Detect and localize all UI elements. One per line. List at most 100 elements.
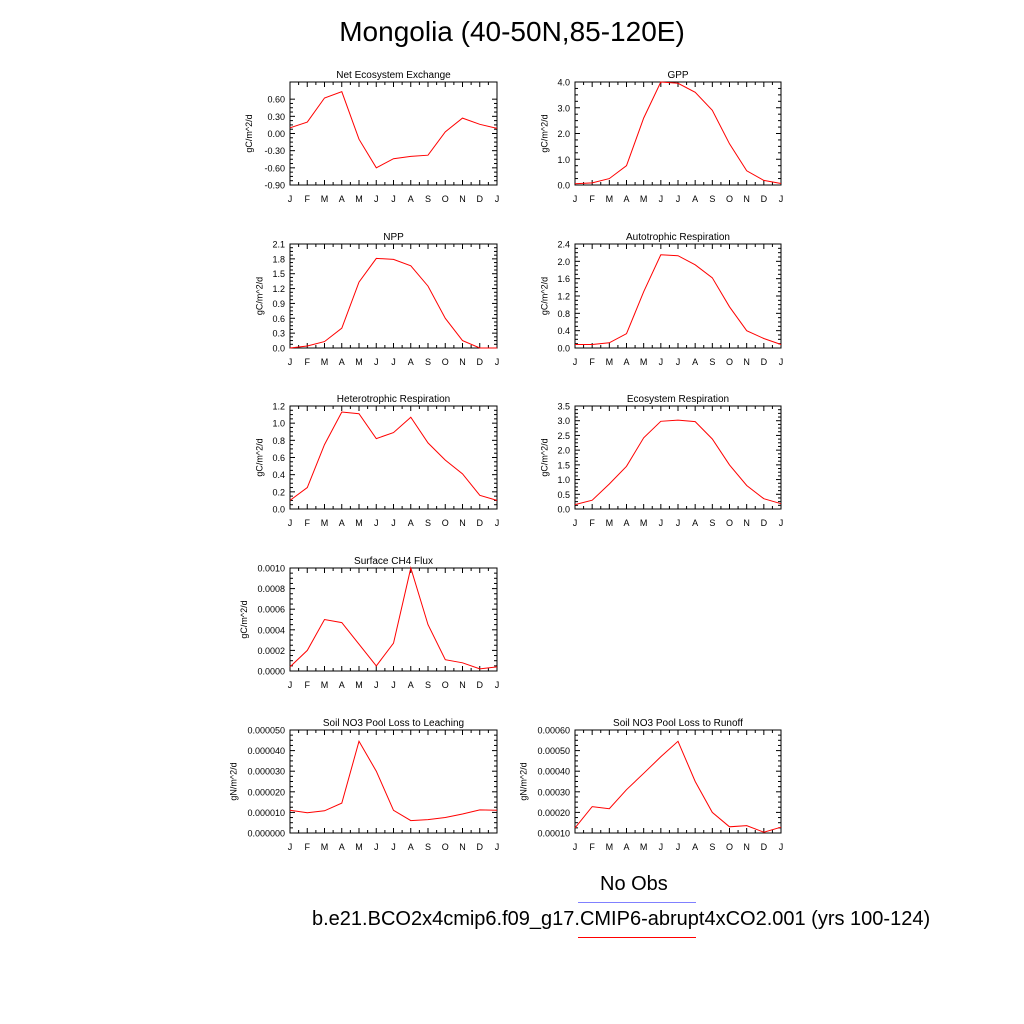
y-tick-label: 0.5 xyxy=(557,490,570,500)
x-tick-label: S xyxy=(709,518,715,528)
x-tick-label: A xyxy=(623,518,629,528)
y-tick-label: 1.8 xyxy=(272,254,285,264)
x-tick-label: J xyxy=(288,357,293,367)
x-tick-label: S xyxy=(425,680,431,690)
x-tick-label: A xyxy=(339,680,345,690)
x-tick-label: S xyxy=(425,518,431,528)
y-tick-label: 1.0 xyxy=(557,475,570,485)
y-tick-label: 0.0000 xyxy=(257,667,285,677)
x-tick-label: A xyxy=(692,842,698,852)
x-tick-label: N xyxy=(459,842,466,852)
x-tick-label: F xyxy=(589,518,595,528)
y-tick-label: 0.0 xyxy=(557,505,570,515)
y-tick-label: 1.5 xyxy=(557,460,570,470)
x-tick-label: J xyxy=(779,194,784,204)
x-tick-label: M xyxy=(321,518,329,528)
y-tick-label: 3.5 xyxy=(557,402,570,412)
x-tick-label: J xyxy=(676,194,681,204)
x-tick-label: M xyxy=(355,357,363,367)
x-tick-label: M xyxy=(640,842,648,852)
x-tick-label: M xyxy=(321,194,329,204)
x-tick-label: N xyxy=(743,357,750,367)
chart-title: Net Ecosystem Exchange xyxy=(336,70,451,81)
y-tick-label: 0.4 xyxy=(557,326,570,336)
x-tick-label: M xyxy=(321,357,329,367)
y-axis-label: gC/m^2/d xyxy=(539,114,549,152)
x-tick-label: J xyxy=(374,194,379,204)
legend-obs-label: No Obs xyxy=(600,873,668,895)
y-tick-label: 0.000030 xyxy=(247,767,285,777)
x-tick-label: A xyxy=(339,194,345,204)
y-tick-label: 0.0004 xyxy=(257,625,285,635)
x-tick-label: J xyxy=(659,194,664,204)
y-tick-label: 0.00030 xyxy=(537,787,570,797)
x-tick-label: A xyxy=(339,842,345,852)
x-tick-label: J xyxy=(573,357,578,367)
x-tick-label: J xyxy=(659,842,664,852)
chart-title: GPP xyxy=(667,70,688,81)
y-tick-label: 0.00020 xyxy=(537,808,570,818)
y-axis-label: gN/m^2/d xyxy=(519,762,529,800)
y-tick-label: 0.30 xyxy=(267,112,285,122)
y-tick-label: 2.4 xyxy=(557,240,570,250)
x-tick-label: M xyxy=(321,680,329,690)
plot-frame xyxy=(289,81,498,186)
x-tick-label: J xyxy=(573,842,578,852)
x-tick-label: S xyxy=(709,842,715,852)
plot-frame xyxy=(574,81,782,186)
y-tick-label: 0.00 xyxy=(267,129,285,139)
x-tick-label: M xyxy=(355,680,363,690)
y-tick-label: 0.9 xyxy=(272,299,285,309)
x-tick-label: M xyxy=(640,194,648,204)
x-tick-label: D xyxy=(761,357,768,367)
x-tick-label: O xyxy=(442,680,449,690)
x-tick-label: A xyxy=(339,518,345,528)
x-tick-label: N xyxy=(459,194,466,204)
plot-frame xyxy=(574,729,782,834)
y-axis-label: gN/m^2/d xyxy=(228,762,238,800)
x-tick-label: M xyxy=(606,842,614,852)
x-tick-label: J xyxy=(676,842,681,852)
x-tick-label: J xyxy=(288,518,293,528)
y-tick-label: 0.0008 xyxy=(257,584,285,594)
x-tick-label: J xyxy=(676,518,681,528)
x-tick-label: A xyxy=(692,357,698,367)
x-tick-label: N xyxy=(459,357,466,367)
x-tick-label: M xyxy=(355,194,363,204)
x-tick-label: J xyxy=(495,842,500,852)
x-tick-label: J xyxy=(391,357,396,367)
series-line xyxy=(574,419,782,506)
chart-title: Surface CH4 Flux xyxy=(354,556,433,567)
x-tick-label: A xyxy=(692,194,698,204)
x-tick-label: D xyxy=(477,518,484,528)
x-tick-label: O xyxy=(442,842,449,852)
x-tick-label: F xyxy=(305,518,311,528)
y-tick-label: 0.6 xyxy=(272,314,285,324)
series-line xyxy=(289,566,498,670)
y-tick-label: 0.0 xyxy=(272,344,285,354)
x-tick-label: J xyxy=(495,518,500,528)
x-tick-label: D xyxy=(477,194,484,204)
chart-title: NPP xyxy=(383,232,404,243)
y-tick-label: -0.30 xyxy=(264,146,285,156)
chart-title: Autotrophic Respiration xyxy=(626,232,730,243)
x-tick-label: J xyxy=(573,518,578,528)
x-tick-label: F xyxy=(589,842,595,852)
y-tick-label: 0.3 xyxy=(272,329,285,339)
y-tick-label: 0.0 xyxy=(557,344,570,354)
series-line xyxy=(289,257,497,349)
x-tick-label: O xyxy=(442,518,449,528)
y-tick-label: 0.60 xyxy=(267,95,285,105)
y-tick-label: 0.0 xyxy=(557,181,570,191)
series-line xyxy=(289,740,498,822)
plot-frame xyxy=(289,405,498,510)
y-tick-label: 0.00040 xyxy=(537,767,570,777)
x-tick-label: S xyxy=(425,194,431,204)
y-tick-label: 0.000040 xyxy=(247,746,285,756)
y-tick-label: 0.8 xyxy=(557,309,570,319)
x-tick-label: S xyxy=(425,357,431,367)
